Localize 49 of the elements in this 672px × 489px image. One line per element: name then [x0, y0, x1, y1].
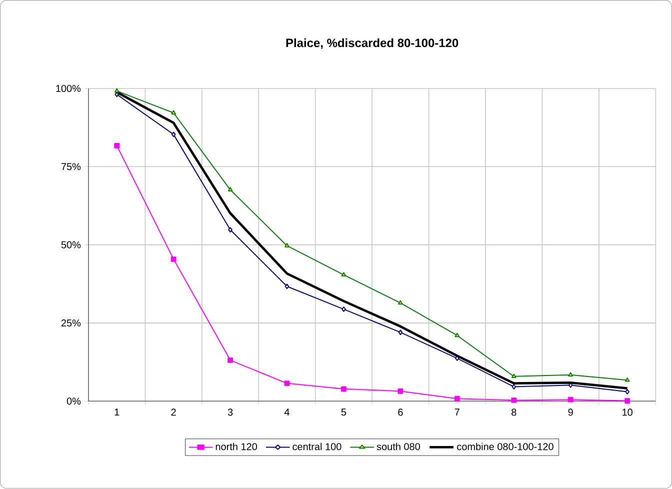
point	[512, 384, 516, 390]
y-tick-label: 50%	[61, 241, 81, 249]
point	[228, 358, 233, 364]
x-tick-label: 6	[398, 408, 403, 416]
point	[284, 284, 290, 290]
point	[625, 389, 630, 395]
legend-label: central 100	[292, 443, 342, 450]
point	[624, 398, 630, 404]
point	[568, 372, 573, 377]
point	[398, 388, 404, 394]
x-tick-label: 5	[341, 408, 346, 416]
y-tick-label: 100%	[56, 85, 81, 92]
x-tick-label: 2	[171, 408, 176, 416]
point	[284, 243, 290, 248]
legend-label: south 080	[376, 443, 420, 450]
x-tick-label: 10	[622, 408, 632, 416]
point	[454, 396, 460, 402]
point	[455, 356, 460, 362]
point	[342, 306, 346, 312]
point	[341, 272, 346, 277]
point	[568, 382, 573, 388]
legend-label: combine 080-100-120	[457, 443, 554, 450]
x-tick-label: 7	[454, 408, 460, 416]
y-tick-label: 75%	[61, 163, 81, 170]
point	[511, 374, 516, 378]
point	[171, 132, 176, 138]
point	[398, 330, 403, 336]
point	[228, 227, 232, 233]
point	[114, 143, 120, 149]
x-tick-label: 8	[512, 408, 516, 416]
x-tick-label: 9	[568, 408, 573, 416]
point	[341, 386, 346, 392]
point	[624, 378, 630, 382]
point	[568, 397, 574, 402]
point	[284, 380, 290, 386]
point	[511, 398, 517, 404]
legend-label: north 120	[216, 443, 258, 450]
x-tick-label: 4	[284, 408, 290, 416]
y-tick-label: 0%	[66, 398, 81, 405]
point	[171, 110, 176, 115]
chart-title: Plaice, %discarded 80-100-120	[286, 38, 458, 50]
point	[228, 187, 233, 192]
point	[114, 88, 120, 93]
y-tick-label: 25%	[61, 320, 81, 327]
point	[454, 332, 460, 338]
point	[398, 300, 403, 305]
x-tick-label: 1	[114, 408, 120, 416]
point	[170, 256, 176, 262]
x-tick-label: 3	[228, 408, 233, 416]
